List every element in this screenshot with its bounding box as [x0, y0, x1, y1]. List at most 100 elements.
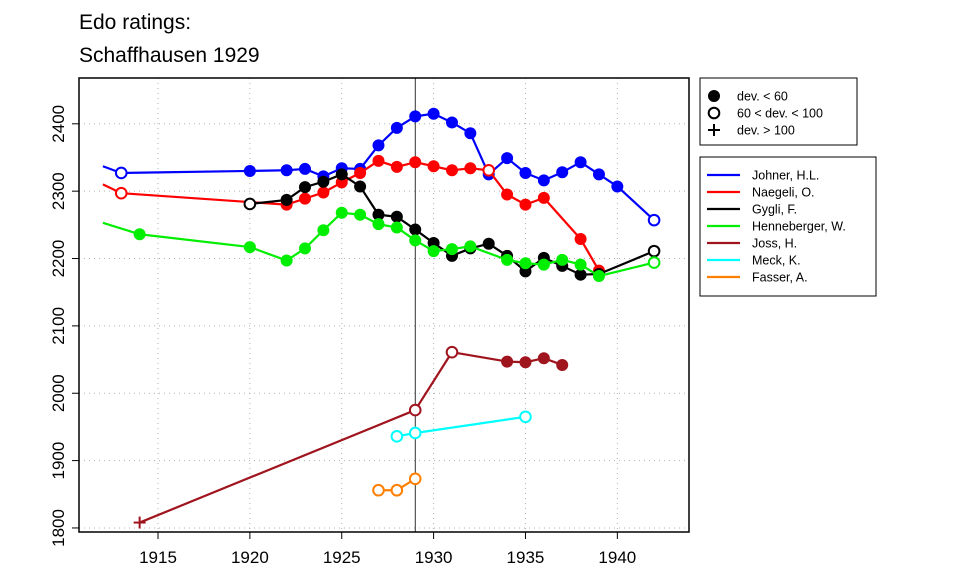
naegeli-o-point: [298, 192, 311, 205]
x-tick-label: 1940: [598, 548, 636, 567]
series-legend-label: Johner, H.L.: [752, 169, 819, 183]
henneberger-w-point: [427, 245, 440, 258]
joss-h-point: [519, 356, 532, 369]
x-tick-label: 1930: [415, 548, 453, 567]
x-tick-label: 1935: [507, 548, 545, 567]
series-legend-label: Henneberger, W.: [752, 220, 846, 234]
johner-h-l-point: [372, 139, 385, 152]
chart-title-line-1: Edo ratings:: [79, 11, 191, 34]
gygli-f-point: [482, 237, 495, 250]
johner-h-l-point: [464, 127, 477, 140]
johner-h-l-point: [592, 168, 605, 181]
johner-h-l-point: [537, 174, 550, 187]
henneberger-w-point: [647, 256, 661, 269]
henneberger-w-point: [556, 253, 569, 266]
series-naegeli-o: [102, 154, 605, 277]
series-line-johner-h-l: [102, 112, 655, 221]
chart-title-line-2: Schaffhausen 1929: [79, 44, 260, 67]
gygli-f-point: [280, 193, 293, 206]
henneberger-w-point: [317, 224, 330, 237]
gygli-f-point: [647, 244, 661, 258]
marker-legend-label: dev. > 100: [737, 124, 795, 138]
henneberger-w-point: [133, 228, 146, 241]
y-tick-label: 2400: [49, 105, 68, 143]
joss-h-point: [408, 403, 422, 417]
henneberger-w-point: [537, 258, 550, 271]
naegeli-o-point: [409, 156, 422, 169]
naegeli-o-point: [390, 160, 403, 173]
series-legend-label: Joss, H.: [752, 237, 797, 251]
gygli-f-point: [335, 168, 348, 181]
henneberger-w-point: [501, 253, 514, 266]
x-tick-label: 1920: [231, 548, 269, 567]
fasser-a-point: [390, 483, 404, 497]
y-tick-label: 2000: [49, 374, 68, 412]
johner-h-l-point: [574, 156, 587, 169]
henneberger-w-point: [354, 208, 367, 221]
marker-legend-label: dev. < 60: [737, 90, 788, 104]
henneberger-w-point: [298, 242, 311, 255]
naegeli-o-point: [464, 162, 477, 175]
legend-plus-point: [708, 124, 720, 136]
naegeli-o-point: [317, 186, 330, 199]
series-johner-h-l: [102, 107, 661, 227]
axes: 1915 1920 1925 1930 1935 1940 1800 1900 2000 2100…: [49, 105, 636, 567]
meck-k-point: [390, 430, 404, 443]
joss-h-point: [445, 345, 459, 359]
series-line-joss-h: [139, 351, 563, 524]
naegeli-o-point: [482, 163, 496, 177]
naegeli-o-point: [354, 166, 367, 179]
johner-h-l-point: [427, 107, 440, 120]
henneberger-w-point: [243, 241, 256, 254]
series-legend-label: Naegeli, O.: [752, 186, 815, 200]
gygli-f-point: [298, 181, 311, 194]
naegeli-o-point: [519, 198, 532, 211]
naegeli-o-point: [372, 154, 385, 167]
naegeli-o-point: [427, 160, 440, 173]
series-legend: Johner, H.L. Naegeli, O. Gygli, F. Henneber…: [699, 156, 877, 297]
legend-open-point: [707, 106, 721, 120]
henneberger-w-point: [390, 221, 403, 234]
johner-h-l-point: [611, 180, 624, 193]
y-tick-label: 2200: [49, 240, 68, 278]
johner-h-l-point: [647, 213, 661, 227]
series-gygli-f: [243, 168, 661, 281]
legend-filled-point: [708, 90, 720, 102]
series-legend-label: Meck, K.: [752, 254, 801, 268]
henneberger-w-point: [519, 257, 532, 270]
marker-legend: dev. < 60 60 < dev. < 100 dev. > 100: [699, 77, 858, 146]
joss-h-point: [501, 355, 514, 368]
fasser-a-point: [408, 472, 422, 486]
series-henneberger-w: [102, 206, 661, 283]
meck-k-point: [408, 426, 422, 440]
y-tick-label: 2300: [49, 172, 68, 210]
henneberger-w-point: [592, 270, 605, 283]
series-meck-k: [390, 410, 532, 443]
johner-h-l-point: [114, 166, 128, 180]
henneberger-w-point: [445, 243, 458, 256]
series-legend-label: Fasser, A.: [752, 271, 808, 285]
fasser-a-point: [372, 483, 385, 497]
series-fasser-a: [372, 472, 422, 497]
henneberger-w-point: [335, 206, 348, 219]
johner-h-l-point: [280, 164, 293, 177]
johner-h-l-point: [390, 121, 403, 134]
marker-legend-label: 60 < dev. < 100: [737, 107, 823, 121]
grid: [79, 78, 689, 532]
plot-frame: [78, 77, 690, 533]
johner-h-l-point: [409, 110, 422, 123]
gygli-f-point: [317, 175, 330, 188]
y-tick-label: 1900: [49, 442, 68, 480]
series-layer: [102, 107, 661, 529]
naegeli-o-point: [114, 186, 128, 200]
johner-h-l-point: [519, 166, 532, 179]
meck-k-point: [519, 410, 532, 424]
gygli-f-point: [243, 197, 257, 211]
x-tick-label: 1925: [323, 548, 361, 567]
naegeli-o-point: [537, 191, 550, 204]
naegeli-o-point: [445, 164, 458, 177]
y-tick-label: 1800: [49, 509, 68, 547]
marker-legend-box: [699, 77, 858, 146]
joss-h-point: [556, 358, 569, 371]
